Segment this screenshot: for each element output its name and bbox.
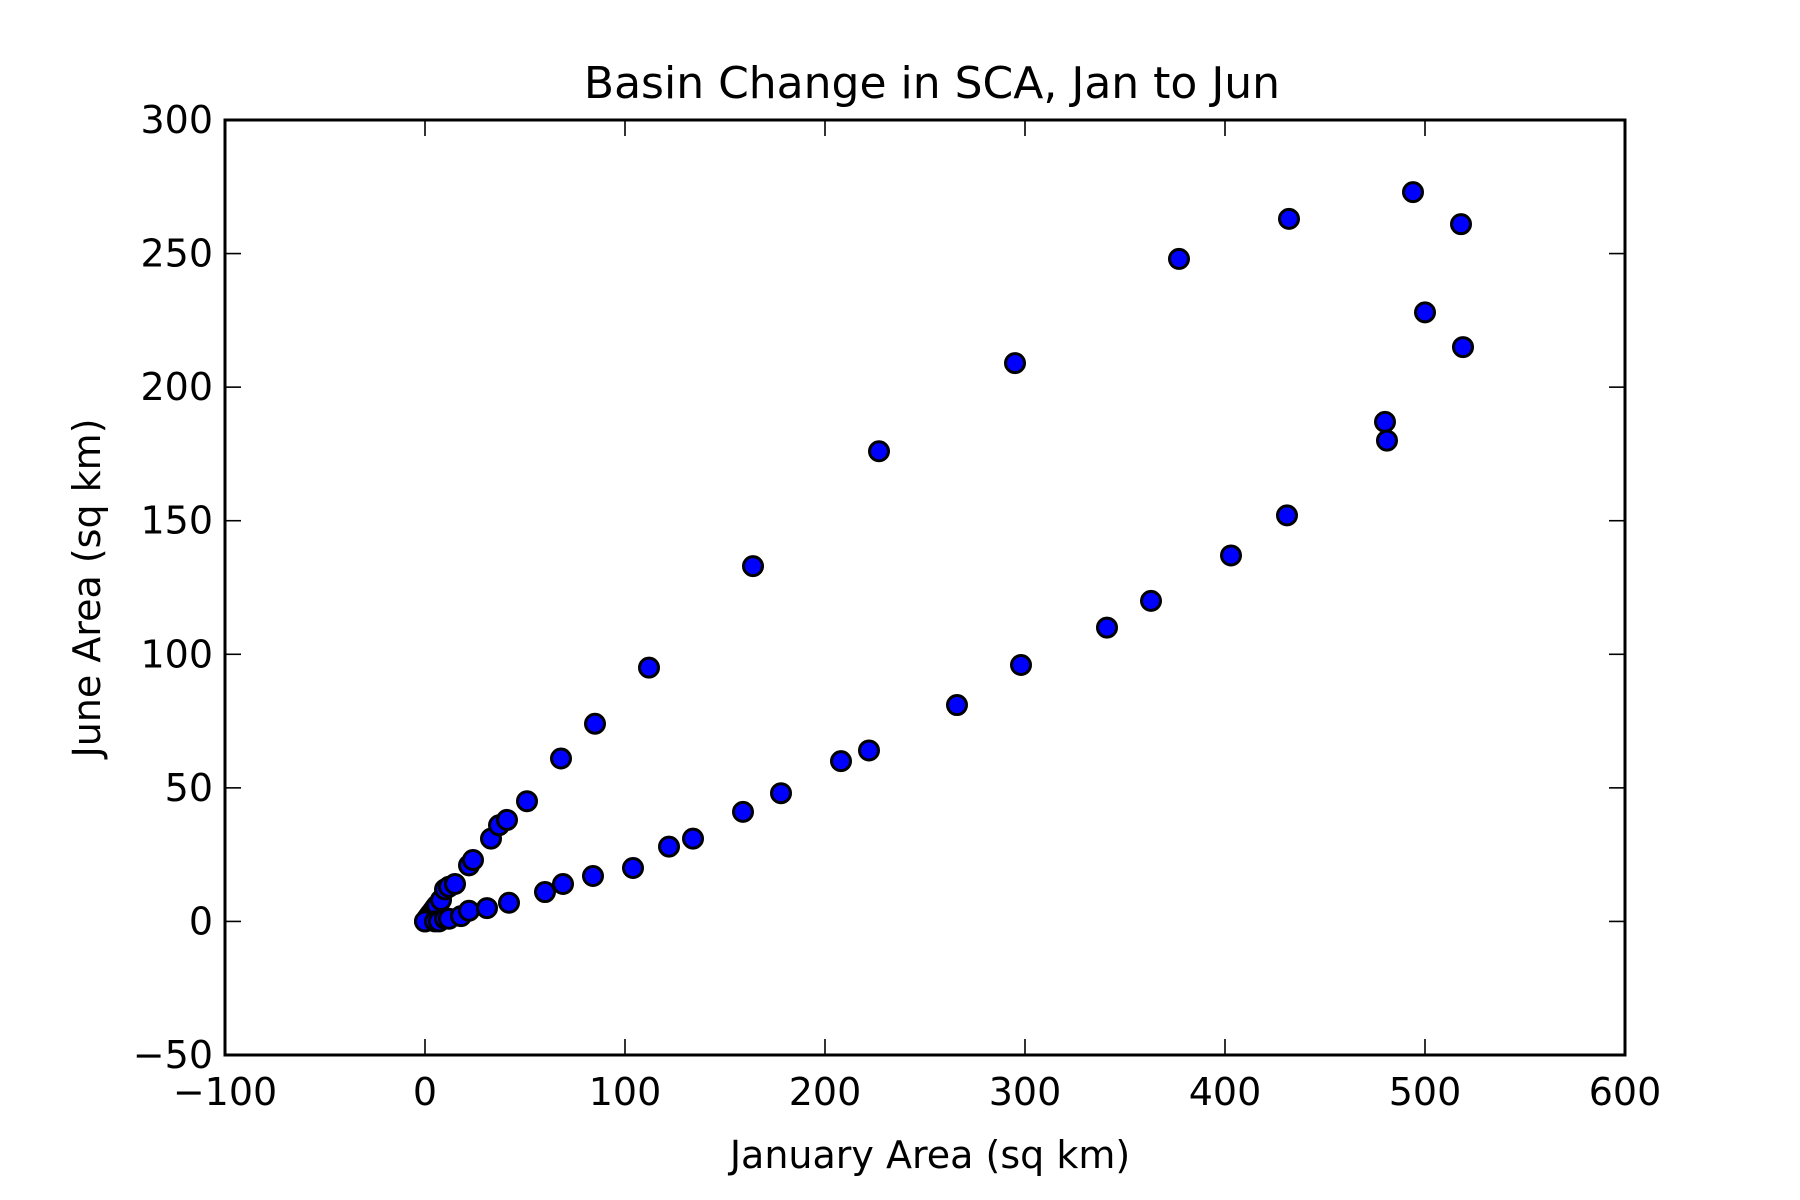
x-axis-label: January Area (sq km) — [728, 1133, 1130, 1177]
data-point — [1168, 247, 1190, 270]
x-tick-label: 100 — [589, 1070, 662, 1114]
y-tick-label: −50 — [133, 1033, 213, 1077]
data-point — [742, 555, 764, 578]
plot-frame — [223, 118, 1627, 1057]
data-point — [638, 656, 660, 679]
data-point — [516, 790, 538, 813]
data-point — [458, 899, 480, 922]
data-point — [868, 440, 890, 463]
chart-title: Basin Change in SCA, Jan to Jun — [584, 58, 1280, 109]
data-point — [584, 712, 606, 735]
data-point — [1450, 213, 1472, 236]
data-point — [476, 897, 498, 920]
data-point — [444, 873, 466, 896]
data-point — [498, 891, 520, 914]
data-point — [946, 694, 968, 717]
data-point — [858, 739, 880, 762]
x-tick-label: −100 — [173, 1070, 277, 1114]
data-point — [1376, 429, 1398, 452]
data-point — [1010, 653, 1032, 676]
data-point — [462, 848, 484, 871]
y-tick-label: 300 — [140, 98, 213, 142]
data-point — [622, 857, 644, 879]
data-point — [1374, 410, 1396, 433]
y-tick-label: 250 — [140, 232, 213, 276]
data-point — [1414, 301, 1436, 324]
x-tick-label: 600 — [1589, 1070, 1662, 1114]
data-point — [732, 800, 754, 823]
x-tick-label: 200 — [789, 1070, 862, 1114]
data-point — [1220, 544, 1242, 567]
data-point — [770, 782, 792, 805]
data-point — [496, 808, 518, 831]
y-axis-label: June Area (sq km) — [65, 418, 109, 759]
data-point — [1402, 181, 1424, 204]
x-tick-label: 300 — [989, 1070, 1062, 1114]
x-tick-label: 400 — [1189, 1070, 1262, 1114]
x-tick-label: 0 — [413, 1070, 437, 1114]
data-point — [552, 873, 574, 896]
data-point — [534, 881, 556, 904]
y-tick-label: 150 — [140, 499, 213, 543]
y-tick-label: 100 — [140, 632, 213, 676]
y-tick-label: 200 — [140, 365, 213, 409]
data-point — [1140, 589, 1162, 612]
data-point — [1452, 336, 1474, 359]
data-points — [414, 181, 1474, 933]
y-tick-label: 50 — [165, 766, 213, 810]
x-tick-label: 500 — [1389, 1070, 1462, 1114]
data-point — [582, 865, 604, 888]
data-point — [1004, 352, 1026, 375]
data-point — [1276, 504, 1298, 527]
data-point — [1278, 207, 1300, 230]
data-point — [830, 750, 852, 773]
tick-labels: −100 0 100 200 300 400 500 600 −50 0 50 100 150 200 25… — [133, 98, 1661, 1114]
y-tick-label: 0 — [189, 899, 213, 943]
data-point — [658, 835, 680, 858]
data-point — [682, 827, 704, 850]
data-point — [1096, 616, 1118, 639]
data-point — [550, 747, 572, 770]
